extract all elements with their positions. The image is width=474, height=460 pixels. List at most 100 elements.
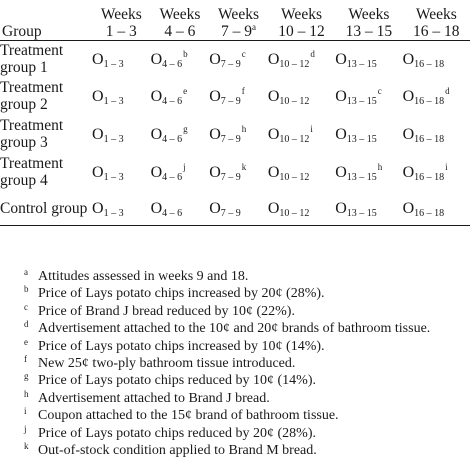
footnote-text: Price of Brand J bread reduced by 10¢ (2… <box>38 303 295 319</box>
footnote-text: New 25¢ two-ply bathroom tissue introduc… <box>38 356 296 372</box>
footnote: c Price of Brand J bread reduced by 10¢ (… <box>24 301 295 319</box>
footnote-marker: e <box>183 85 188 96</box>
observation-cell: O4 – 6j <box>150 161 186 183</box>
observation-cell: O16 – 18d <box>402 85 450 107</box>
observation-cell: O1 – 3 <box>92 163 124 183</box>
footnote-text: Advertisement attached to Brand J bread. <box>38 390 270 406</box>
observation-cell: O1 – 3 <box>92 199 124 219</box>
footnote-marker: h <box>241 123 247 134</box>
observation-cell: O4 – 6g <box>150 123 188 145</box>
week-header-label: Weeks <box>100 6 142 23</box>
week-header-label: Weeks <box>415 6 457 23</box>
footnote-marker: k <box>241 161 247 172</box>
group-header: Group <box>2 23 42 40</box>
footnote-text: Price of Lays potato chips increased by … <box>38 338 325 354</box>
header-row: Group Weeks 1 – 3 Weeks 4 – 6 Weeks 7 – … <box>0 0 470 41</box>
footnote: d Advertisement attached to the 10¢ and 2… <box>24 319 431 337</box>
group-cell: Treatment group 1 <box>0 42 64 76</box>
observation-cell: O1 – 3 <box>92 50 124 70</box>
observation-cell: O7 – 9c <box>209 48 246 70</box>
week-header-range: 1 – 3 <box>105 23 137 40</box>
table-row: Treatment group 3 O1 – 3 O4 – 6g O7 – 9h … <box>0 115 470 153</box>
footnote-marker: b <box>183 48 188 59</box>
experimental-design-table: Group Weeks 1 – 3 Weeks 4 – 6 Weeks 7 – … <box>0 0 470 226</box>
footnote-marker: d <box>310 48 315 59</box>
week-header-range: 10 – 12 <box>278 23 325 40</box>
footnote-text: Price of Lays potato chips increased by … <box>38 286 325 302</box>
footnote-marker: j <box>183 161 186 172</box>
group-cell: Treatment group 3 <box>0 117 64 151</box>
footnote-text: Coupon attached to the 15¢ brand of bath… <box>38 408 339 424</box>
group-cell: Treatment group 2 <box>0 79 64 113</box>
observation-cell: O10 – 12i <box>267 123 313 145</box>
observation-cell: O10 – 12 <box>267 87 310 107</box>
week-header: Weeks 1 – 3 <box>92 0 151 41</box>
table-row: Treatment group 4 O1 – 3 O4 – 6j O7 – 9k … <box>0 153 470 191</box>
observation-cell: O7 – 9k <box>209 161 247 183</box>
week-header-label: Weeks <box>348 6 390 23</box>
week-header-label: Weeks <box>159 6 201 23</box>
observation-cell: O7 – 9f <box>209 85 245 107</box>
footnote-text: Price of Lays potato chips reduced by 10… <box>38 373 316 389</box>
footnote: b Price of Lays potato chips increased by… <box>24 284 325 302</box>
observation-cell: O10 – 12 <box>267 163 310 183</box>
observation-cell: O13 – 15 <box>335 50 377 70</box>
observation-cell: O13 – 15 <box>335 199 377 219</box>
footnote-text: Out-of-stock condition applied to Brand … <box>38 443 317 459</box>
observation-cell: O13 – 15h <box>335 161 383 183</box>
footnote: k Out-of-stock condition applied to Brand… <box>24 441 317 459</box>
observation-cell: O10 – 12 <box>267 199 310 219</box>
footnote-marker: h <box>377 161 383 172</box>
observation-cell: O13 – 15 <box>335 125 377 145</box>
group-cell: Treatment group 4 <box>0 155 64 189</box>
footnote-marker: d <box>445 85 450 96</box>
week-header: Weeks 10 – 12 <box>268 0 335 41</box>
week-header: Weeks 4 – 6 <box>151 0 210 41</box>
week-header: Weeks 7 – 9a <box>209 0 268 41</box>
table-row: Control group O1 – 3 O4 – 6 O7 – 9 O10 –… <box>0 191 470 226</box>
observation-cell: O1 – 3 <box>92 125 124 145</box>
observation-cell: O1 – 3 <box>92 87 124 107</box>
footnote-text: Attitudes assessed in weeks 9 and 18. <box>38 269 249 284</box>
observation-cell: O7 – 9h <box>209 123 247 145</box>
week-header-range: 7 – 9 <box>221 23 253 40</box>
footnote-marker: c <box>377 85 382 96</box>
group-cell: Control group <box>0 199 88 217</box>
observation-cell: O4 – 6e <box>150 85 188 107</box>
week-header-range: 4 – 6 <box>164 23 196 40</box>
footnote: j Price of Lays potato chips reduced by 2… <box>24 423 316 441</box>
observation-cell: O16 – 18 <box>402 199 445 219</box>
footnote-marker: i <box>445 161 448 172</box>
footnote: g Price of Lays potato chips reduced by 1… <box>24 371 316 389</box>
table-row: Treatment group 1 O1 – 3 O4 – 6b O7 – 9c … <box>0 41 470 78</box>
week-header-label: Weeks <box>218 6 259 23</box>
observation-cell: O16 – 18 <box>402 50 445 70</box>
footnote-text: Advertisement attached to the 10¢ and 20… <box>38 321 431 337</box>
footnote: f New 25¢ two-ply bathroom tissue introdu… <box>24 354 296 372</box>
week-header: Weeks 13 – 15 <box>335 0 402 41</box>
table-row: Treatment group 2 O1 – 3 O4 – 6e O7 – 9f … <box>0 77 470 115</box>
week-header-range: 16 – 18 <box>413 23 460 40</box>
footnote: h Advertisement attached to Brand J bread… <box>24 388 270 406</box>
footnote: a Attitudes assessed in weeks 9 and 18. <box>24 267 249 285</box>
observation-cell: O4 – 6 <box>150 199 183 219</box>
week-header-range: 13 – 15 <box>345 23 393 40</box>
footnote-marker: c <box>241 48 246 59</box>
observation-cell: O4 – 6b <box>150 48 188 70</box>
observation-cell: O16 – 18i <box>402 161 448 183</box>
footnotes: a Attitudes assessed in weeks 9 and 18. b… <box>24 268 472 459</box>
week-header: Weeks 16 – 18 <box>403 0 470 41</box>
footnote: e Price of Lays potato chips increased by… <box>24 336 325 354</box>
observation-cell: O16 – 18 <box>402 125 445 145</box>
footnote-marker: i <box>310 123 313 134</box>
week-header-label: Weeks <box>281 6 322 23</box>
footnote-marker: a <box>252 22 257 32</box>
footnote: i Coupon attached to the 15¢ brand of bat… <box>24 406 339 424</box>
observation-cell: O7 – 9 <box>209 199 241 219</box>
footnote-marker: g <box>183 123 188 134</box>
footnote-marker: f <box>241 85 245 96</box>
observation-cell: O10 – 12d <box>267 48 315 70</box>
observation-cell: O13 – 15c <box>335 85 382 107</box>
footnote-text: Price of Lays potato chips reduced by 20… <box>38 425 316 441</box>
